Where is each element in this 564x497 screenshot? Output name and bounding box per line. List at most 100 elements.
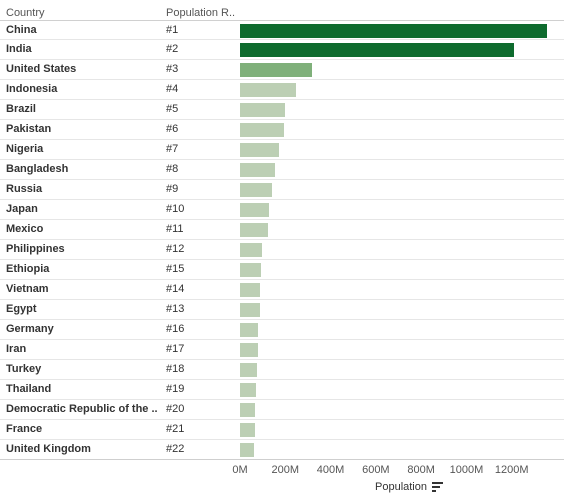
rank-column-header[interactable]: Population R.. (166, 7, 236, 19)
population-rank: #7 (166, 143, 179, 155)
population-bar[interactable] (240, 183, 273, 197)
country-name: Mexico (6, 223, 44, 235)
table-row[interactable]: Nigeria #7 (0, 140, 564, 160)
population-bar[interactable] (240, 163, 276, 177)
population-rank: #2 (166, 43, 179, 55)
table-row[interactable]: Ethiopia #15 (0, 260, 564, 280)
country-name: Philippines (6, 243, 65, 255)
population-bar[interactable] (240, 363, 258, 377)
population-rank: #3 (166, 63, 179, 75)
country-name: United Kingdom (6, 443, 91, 455)
population-bar[interactable] (240, 283, 261, 297)
country-name: Russia (6, 183, 43, 195)
population-rank: #4 (166, 83, 179, 95)
population-rank: #13 (166, 303, 185, 315)
table-row[interactable]: Egypt #13 (0, 300, 564, 320)
x-axis-tick-label: 0M (232, 464, 248, 476)
x-axis-tick-label: 1000M (449, 464, 484, 476)
population-bar[interactable] (240, 24, 548, 38)
country-name: France (6, 423, 43, 435)
table-row[interactable]: United Kingdom #22 (0, 440, 564, 460)
table-row[interactable]: France #21 (0, 420, 564, 440)
table-row[interactable]: Indonesia #4 (0, 80, 564, 100)
country-name: Indonesia (6, 83, 58, 95)
population-rank: #1 (166, 24, 179, 36)
table-row[interactable]: China #1 (0, 20, 564, 40)
population-bar[interactable] (240, 63, 313, 77)
population-bar[interactable] (240, 303, 260, 317)
population-rank: #11 (166, 223, 184, 235)
population-rank: #9 (166, 183, 179, 195)
x-axis-tick-label: 400M (316, 464, 345, 476)
population-rank: #10 (166, 203, 185, 215)
country-name: Iran (6, 343, 27, 355)
table-row[interactable]: Mexico #11 (0, 220, 564, 240)
population-rank: #22 (166, 443, 185, 455)
country-name: India (6, 43, 32, 55)
population-rank: #20 (166, 403, 185, 415)
table-row[interactable]: Germany #16 (0, 320, 564, 340)
population-bar[interactable] (240, 203, 269, 217)
table-row[interactable]: Iran #17 (0, 340, 564, 360)
population-bar[interactable] (240, 103, 286, 117)
x-axis-tick-label: 1200M (494, 464, 529, 476)
country-name: Vietnam (6, 283, 49, 295)
population-rank: #12 (166, 243, 185, 255)
population-rank: #14 (166, 283, 185, 295)
population-bar[interactable] (240, 403, 256, 417)
country-column-header[interactable]: Country (6, 7, 45, 19)
population-bar[interactable] (240, 323, 259, 337)
table-row[interactable]: Vietnam #14 (0, 280, 564, 300)
x-axis-tick-label: 800M (407, 464, 435, 476)
population-bar[interactable] (240, 123, 285, 137)
country-name: Bangladesh (6, 163, 69, 175)
population-rank: #21 (166, 423, 185, 435)
table-row[interactable]: Bangladesh #8 (0, 160, 564, 180)
table-row[interactable]: India #2 (0, 40, 564, 60)
population-bar[interactable] (240, 83, 296, 97)
population-rank: #16 (166, 323, 185, 335)
population-rank: #8 (166, 163, 179, 175)
table-row[interactable]: Brazil #5 (0, 100, 564, 120)
country-name: China (6, 24, 37, 36)
country-name: Turkey (6, 363, 42, 375)
x-axis-tick-label: 600M (362, 464, 390, 476)
population-rank: #5 (166, 103, 179, 115)
country-name: Egypt (6, 303, 37, 315)
table-row[interactable]: Democratic Republic of the .. #20 (0, 400, 564, 420)
country-name: Brazil (6, 103, 36, 115)
population-rank: #18 (166, 363, 185, 375)
population-bar[interactable] (240, 423, 255, 437)
country-name: Pakistan (6, 123, 52, 135)
x-axis-line (0, 459, 564, 460)
table-row[interactable]: Japan #10 (0, 200, 564, 220)
country-name: Germany (6, 323, 54, 335)
country-name: Ethiopia (6, 263, 50, 275)
x-axis-title[interactable]: Population (375, 481, 427, 493)
population-bar[interactable] (240, 383, 256, 397)
table-row[interactable]: Philippines #12 (0, 240, 564, 260)
population-bar[interactable] (240, 243, 263, 257)
population-rank: #15 (166, 263, 185, 275)
population-bar[interactable] (240, 263, 262, 277)
country-name: United States (6, 63, 77, 75)
population-bar[interactable] (240, 223, 268, 237)
table-row[interactable]: Pakistan #6 (0, 120, 564, 140)
table-row[interactable]: Turkey #18 (0, 360, 564, 380)
sort-descending-icon[interactable] (432, 482, 443, 493)
country-name: Thailand (6, 383, 52, 395)
x-axis-tick-label: 200M (271, 464, 300, 476)
population-rank: #6 (166, 123, 179, 135)
table-row[interactable]: Russia #9 (0, 180, 564, 200)
population-bar[interactable] (240, 343, 259, 357)
country-name: Nigeria (6, 143, 44, 155)
population-bar[interactable] (240, 443, 255, 457)
population-rank: #17 (166, 343, 185, 355)
country-name: Democratic Republic of the .. (6, 403, 158, 415)
table-row[interactable]: United States #3 (0, 60, 564, 80)
population-bar[interactable] (240, 43, 514, 57)
table-row[interactable]: Thailand #19 (0, 380, 564, 400)
population-bar[interactable] (240, 143, 280, 157)
country-name: Japan (6, 203, 38, 215)
population-rank: #19 (166, 383, 185, 395)
